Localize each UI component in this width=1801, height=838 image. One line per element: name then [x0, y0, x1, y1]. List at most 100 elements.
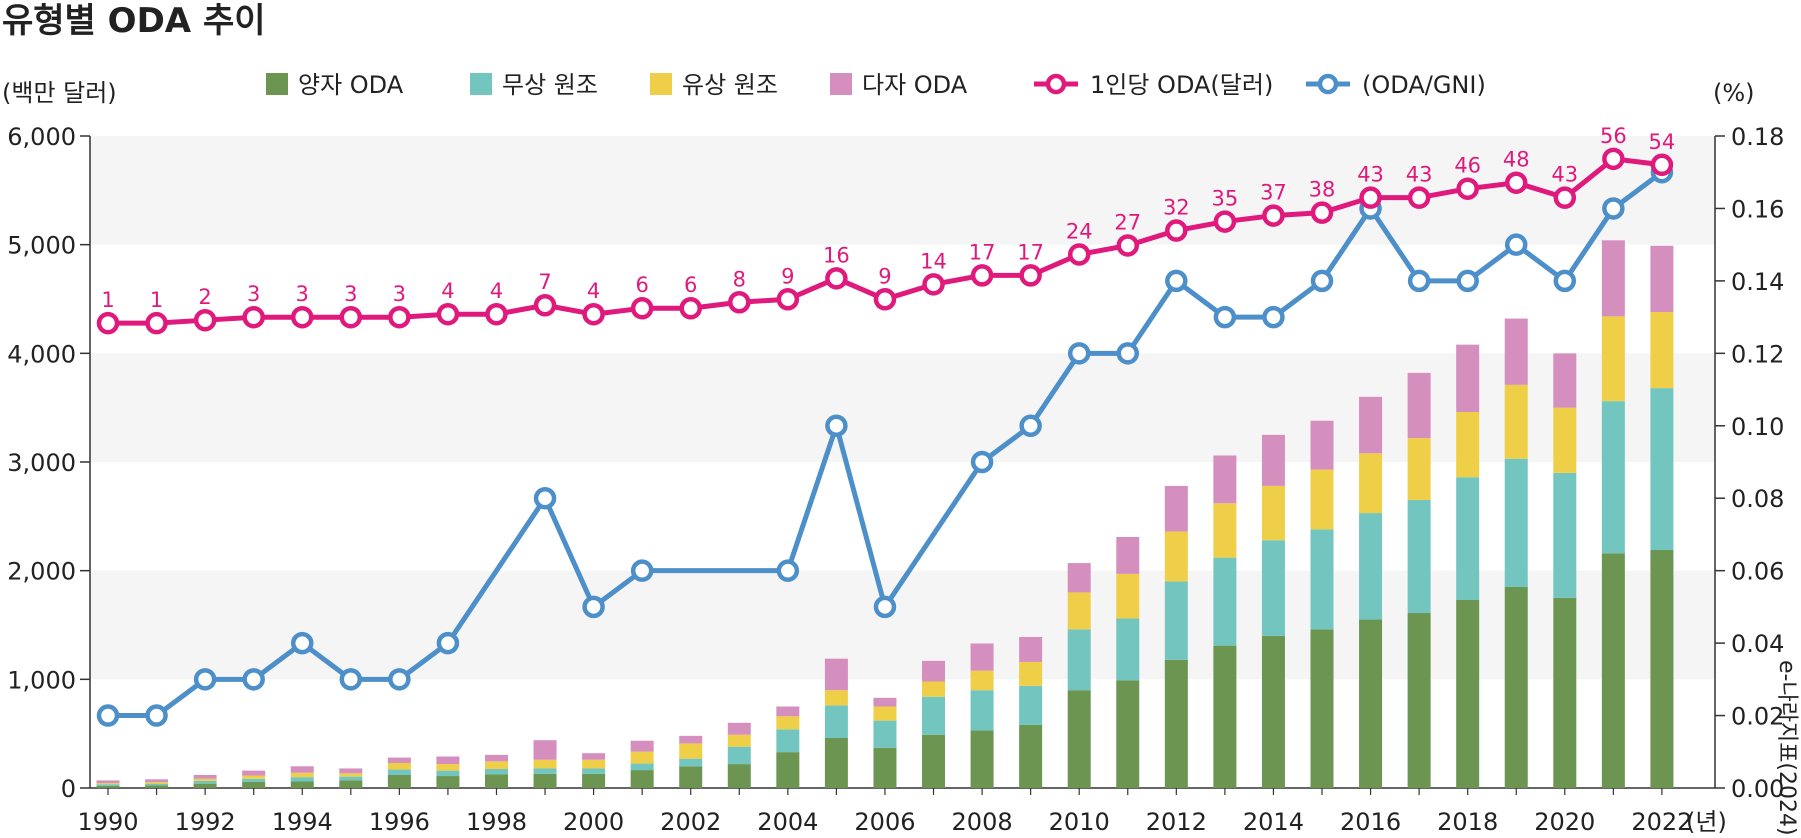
bar-segment [1553, 472, 1577, 598]
bar-segment [533, 740, 557, 760]
bar-segment [242, 778, 266, 783]
bar-segment [630, 751, 654, 764]
bar-segment [1213, 557, 1237, 646]
bar-segment [1504, 318, 1528, 385]
grid-band [90, 570, 1715, 680]
per-capita-value-label: 3 [296, 282, 309, 306]
grid-band [90, 136, 1715, 245]
per-capita-value-label: 1 [150, 288, 163, 312]
bar-segment [1407, 613, 1431, 788]
per-capita-point [1310, 201, 1334, 224]
bar-segment [484, 768, 508, 775]
per-capita-point [1165, 219, 1188, 242]
bar-segment [824, 738, 848, 788]
per-capita-value-label: 37 [1260, 181, 1287, 205]
per-capita-value-label: 56 [1600, 124, 1627, 148]
per-capita-value-label: 43 [1551, 163, 1578, 187]
bar-segment [96, 783, 120, 785]
oda-gni-point [825, 414, 848, 438]
oda-gni-point [1262, 305, 1285, 329]
legend-swatch [650, 73, 672, 95]
x-tick-label: 1992 [175, 808, 236, 836]
bar-segment [339, 780, 363, 788]
per-capita-value-label: 32 [1163, 196, 1190, 220]
per-capita-point [1067, 243, 1091, 266]
oda-gni-point [436, 631, 460, 655]
per-capita-point [825, 267, 848, 290]
bar-segment [96, 785, 120, 788]
bar-segment [1164, 531, 1188, 582]
per-capita-point [388, 305, 411, 329]
bar-segment [193, 774, 217, 779]
bar-segment [1019, 724, 1043, 788]
bar-segment [922, 660, 946, 682]
x-tick-label: 2012 [1146, 808, 1207, 836]
oda-gni-point [776, 559, 800, 582]
oda-gni-point [1456, 269, 1479, 293]
bar-segment [776, 706, 800, 717]
per-capita-point [582, 302, 605, 326]
bar-segment [242, 775, 266, 779]
bar-segment [1359, 513, 1383, 620]
per-capita-value-label: 9 [878, 264, 891, 288]
x-tick-label: 1990 [77, 808, 138, 836]
bar-segment [387, 774, 411, 788]
per-capita-value-label: 3 [344, 282, 357, 306]
x-axis-unit: (년) [1686, 808, 1727, 836]
per-capita-value-label: 43 [1357, 163, 1384, 187]
per-capita-point [96, 311, 120, 335]
per-capita-point [776, 288, 800, 311]
legend-marker [1317, 73, 1339, 95]
legend-label: 다자 ODA [862, 71, 968, 99]
bar-segment [630, 770, 654, 788]
bar-segment [1213, 455, 1237, 504]
bar-segment [727, 722, 751, 735]
x-tick-label: 2018 [1437, 808, 1498, 836]
x-tick-label: 2022 [1631, 808, 1692, 836]
left-tick-label: 3,000 [7, 449, 76, 477]
oda-gni-point [1407, 269, 1431, 293]
bar-segment [193, 778, 217, 781]
per-capita-value-label: 27 [1114, 210, 1141, 234]
oda-gni-point [1165, 269, 1188, 293]
oda-gni-point [970, 450, 994, 474]
bar-segment [1116, 573, 1140, 619]
chart-title: 유형별 ODA 추이 [2, 1, 266, 41]
x-tick-label: 2002 [660, 808, 721, 836]
bar-segment [1261, 434, 1285, 486]
per-capita-value-label: 2 [198, 285, 211, 309]
bar-segment [387, 763, 411, 770]
bar-segment [1067, 690, 1091, 788]
bar-segment [1359, 396, 1383, 454]
x-tick-label: 1998 [466, 808, 527, 836]
legend-swatch [470, 73, 492, 95]
bar-segment [1164, 581, 1188, 660]
bar-segment [1116, 680, 1140, 788]
oda-gni-point [242, 668, 265, 691]
bar-segment [873, 720, 897, 748]
bar-segment [193, 780, 217, 784]
oda-gni-point [630, 559, 654, 582]
bar-segment [1359, 619, 1383, 788]
per-capita-value-label: 1 [101, 288, 114, 312]
per-capita-value-label: 14 [920, 249, 947, 273]
bar-segment [1601, 553, 1625, 788]
oda-gni-point [339, 668, 363, 691]
bar-segment [873, 706, 897, 721]
bar-segment [1359, 453, 1383, 514]
bar-segment [1261, 485, 1285, 541]
bar-segment [1407, 500, 1431, 614]
bar-segment [727, 764, 751, 788]
bar-segment [145, 779, 169, 783]
bar-segment [1310, 469, 1334, 530]
axes: 0 1,000 2,000 3,000 4,000 5,000 6,000 0.00 0.02 0… [7, 123, 1784, 836]
oda-gni-point [1067, 342, 1091, 365]
oda-gni-point [290, 631, 314, 655]
per-capita-value-label: 6 [635, 273, 648, 297]
oda-gni-point [1504, 233, 1528, 256]
bar-segment [922, 696, 946, 735]
left-tick-label: 4,000 [7, 340, 76, 368]
per-capita-point [290, 305, 314, 329]
bar-segment [1650, 312, 1674, 389]
